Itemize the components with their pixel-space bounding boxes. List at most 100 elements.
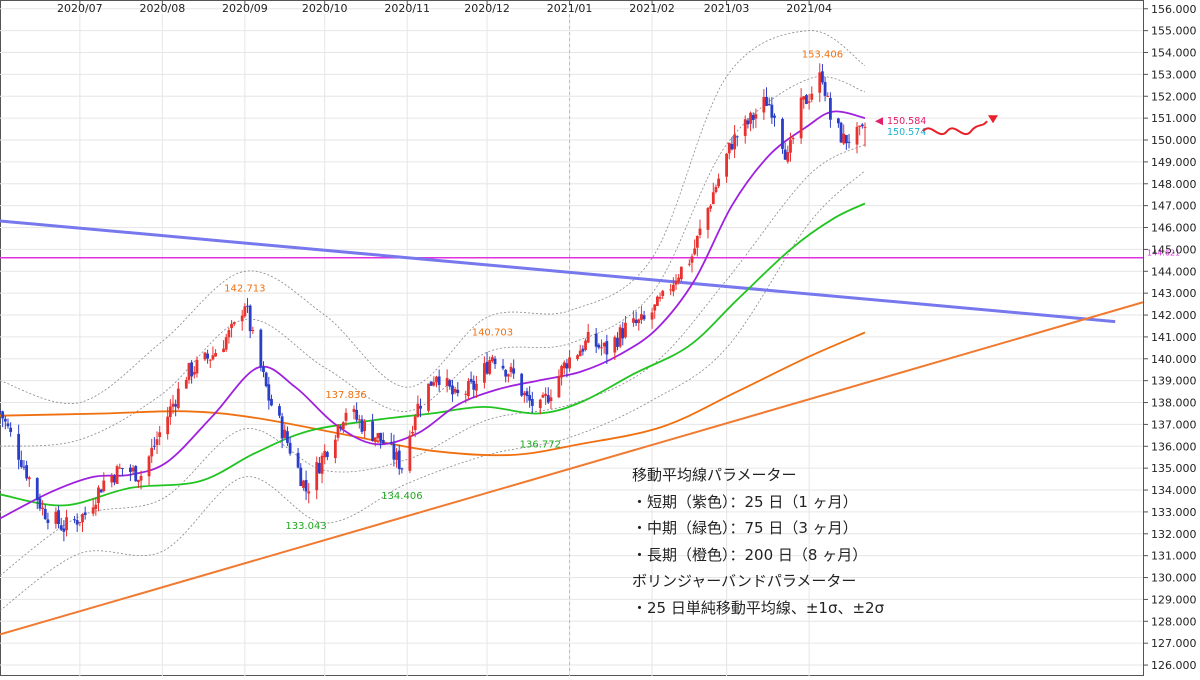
note-line: ・短期（紫色）：25 日（1 ヶ月） bbox=[632, 492, 858, 511]
candle-body bbox=[118, 467, 122, 469]
candle-body bbox=[650, 312, 654, 320]
candle-body bbox=[632, 318, 635, 323]
candle-body bbox=[802, 96, 806, 100]
candle-body bbox=[544, 393, 548, 396]
candle-body bbox=[192, 372, 196, 375]
candle-body bbox=[315, 462, 319, 491]
candle-body bbox=[783, 149, 787, 160]
y-tick-label: 137.000 bbox=[1151, 418, 1197, 431]
candle-body bbox=[1, 411, 5, 419]
candle-body bbox=[735, 136, 739, 138]
candle-body bbox=[730, 143, 734, 150]
y-tick-label: 145.000 bbox=[1151, 243, 1197, 256]
candle-body bbox=[671, 284, 675, 292]
x-tick-label: 2020/09 bbox=[222, 2, 268, 15]
candle-body bbox=[222, 348, 225, 352]
candle-body bbox=[208, 359, 212, 361]
candle-body bbox=[618, 327, 622, 347]
candle-body bbox=[317, 463, 321, 474]
candle-body bbox=[195, 359, 199, 374]
y-tick-label: 156.000 bbox=[1151, 3, 1197, 16]
candle-body bbox=[506, 374, 510, 377]
candle-body bbox=[147, 456, 151, 477]
candle-body bbox=[464, 393, 468, 395]
low-annotation: 136.772 bbox=[520, 439, 561, 450]
candle-body bbox=[411, 431, 414, 434]
candle-body bbox=[541, 394, 545, 398]
y-tick-label: 150.000 bbox=[1151, 134, 1197, 147]
candle-body bbox=[251, 330, 255, 332]
candle-body bbox=[770, 104, 774, 118]
candle-body bbox=[158, 432, 162, 438]
candle-body bbox=[799, 97, 803, 139]
candle-body bbox=[227, 330, 231, 338]
y-tick-label: 131.000 bbox=[1151, 550, 1197, 563]
candle-body bbox=[578, 350, 582, 357]
trendline-uptrend bbox=[0, 301, 1144, 636]
candle-body bbox=[355, 409, 359, 420]
candle-body bbox=[416, 403, 420, 417]
y-tick-label: 154.000 bbox=[1151, 47, 1197, 60]
candle-body bbox=[613, 337, 617, 353]
candle-body bbox=[341, 422, 345, 430]
candle-body bbox=[307, 491, 311, 494]
candle-body bbox=[616, 337, 619, 347]
candle-body bbox=[187, 363, 191, 380]
band-2sigma-lower bbox=[0, 170, 866, 611]
candle-body bbox=[243, 306, 247, 317]
band-1sigma-lower bbox=[0, 144, 866, 576]
candle-body bbox=[706, 207, 710, 230]
candle-body bbox=[661, 290, 665, 296]
y-tick-label: 147.000 bbox=[1151, 200, 1197, 213]
candle-body bbox=[94, 504, 98, 509]
candle-body bbox=[376, 433, 380, 439]
candle-body bbox=[581, 348, 585, 352]
x-tick-label: 2020/08 bbox=[140, 2, 186, 15]
candle-body bbox=[807, 101, 811, 103]
candle-body bbox=[224, 337, 228, 350]
candle-body bbox=[43, 508, 47, 520]
candle-body bbox=[467, 381, 470, 396]
candle-body bbox=[863, 126, 867, 128]
candle-body bbox=[602, 342, 606, 347]
candle-body bbox=[475, 383, 478, 391]
x-tick-label: 2020/11 bbox=[384, 2, 430, 15]
candle-body bbox=[509, 366, 513, 373]
candle-body bbox=[83, 512, 87, 515]
candle-body bbox=[584, 340, 587, 350]
y-tick-label: 129.000 bbox=[1151, 593, 1197, 606]
y-tick-label: 142.000 bbox=[1151, 309, 1197, 322]
candle-body bbox=[99, 489, 103, 493]
candle-body bbox=[658, 297, 662, 299]
candle-body bbox=[91, 507, 95, 514]
candle-body bbox=[25, 465, 29, 479]
candle-body bbox=[296, 452, 300, 468]
current-price-label: 150.584 bbox=[887, 116, 926, 127]
candle-body bbox=[6, 423, 10, 427]
candle-body bbox=[184, 380, 188, 389]
candle-body bbox=[392, 443, 396, 460]
candle-body bbox=[836, 118, 840, 124]
candle-body bbox=[860, 124, 864, 127]
candle-body bbox=[754, 114, 758, 119]
candle-body bbox=[451, 385, 454, 395]
candle-body bbox=[203, 352, 207, 360]
candle-body bbox=[400, 468, 404, 470]
horizontal-level-label: 144.621 bbox=[1147, 249, 1180, 258]
y-tick-label: 155.000 bbox=[1151, 25, 1197, 38]
candle-body bbox=[352, 408, 356, 413]
candle-body bbox=[35, 478, 39, 501]
candle-body bbox=[373, 437, 377, 442]
x-tick-label: 2021/03 bbox=[704, 2, 750, 15]
candle-body bbox=[560, 366, 563, 378]
candle-body bbox=[336, 424, 340, 438]
candle-body bbox=[81, 514, 84, 523]
x-tick-label: 2021/01 bbox=[547, 2, 593, 15]
candle-body bbox=[302, 480, 305, 488]
axes: 156.000 155.000 154.000 153.000 152.000 151.0… bbox=[57, 0, 1197, 672]
candle-body bbox=[65, 517, 68, 531]
parameter-notes: 移動平均線パラメーター ・短期（紫色）：25 日（1 ヶ月） ・中期（緑色）：7… bbox=[632, 462, 962, 621]
candle-body bbox=[3, 418, 7, 422]
candle-body bbox=[640, 314, 643, 320]
